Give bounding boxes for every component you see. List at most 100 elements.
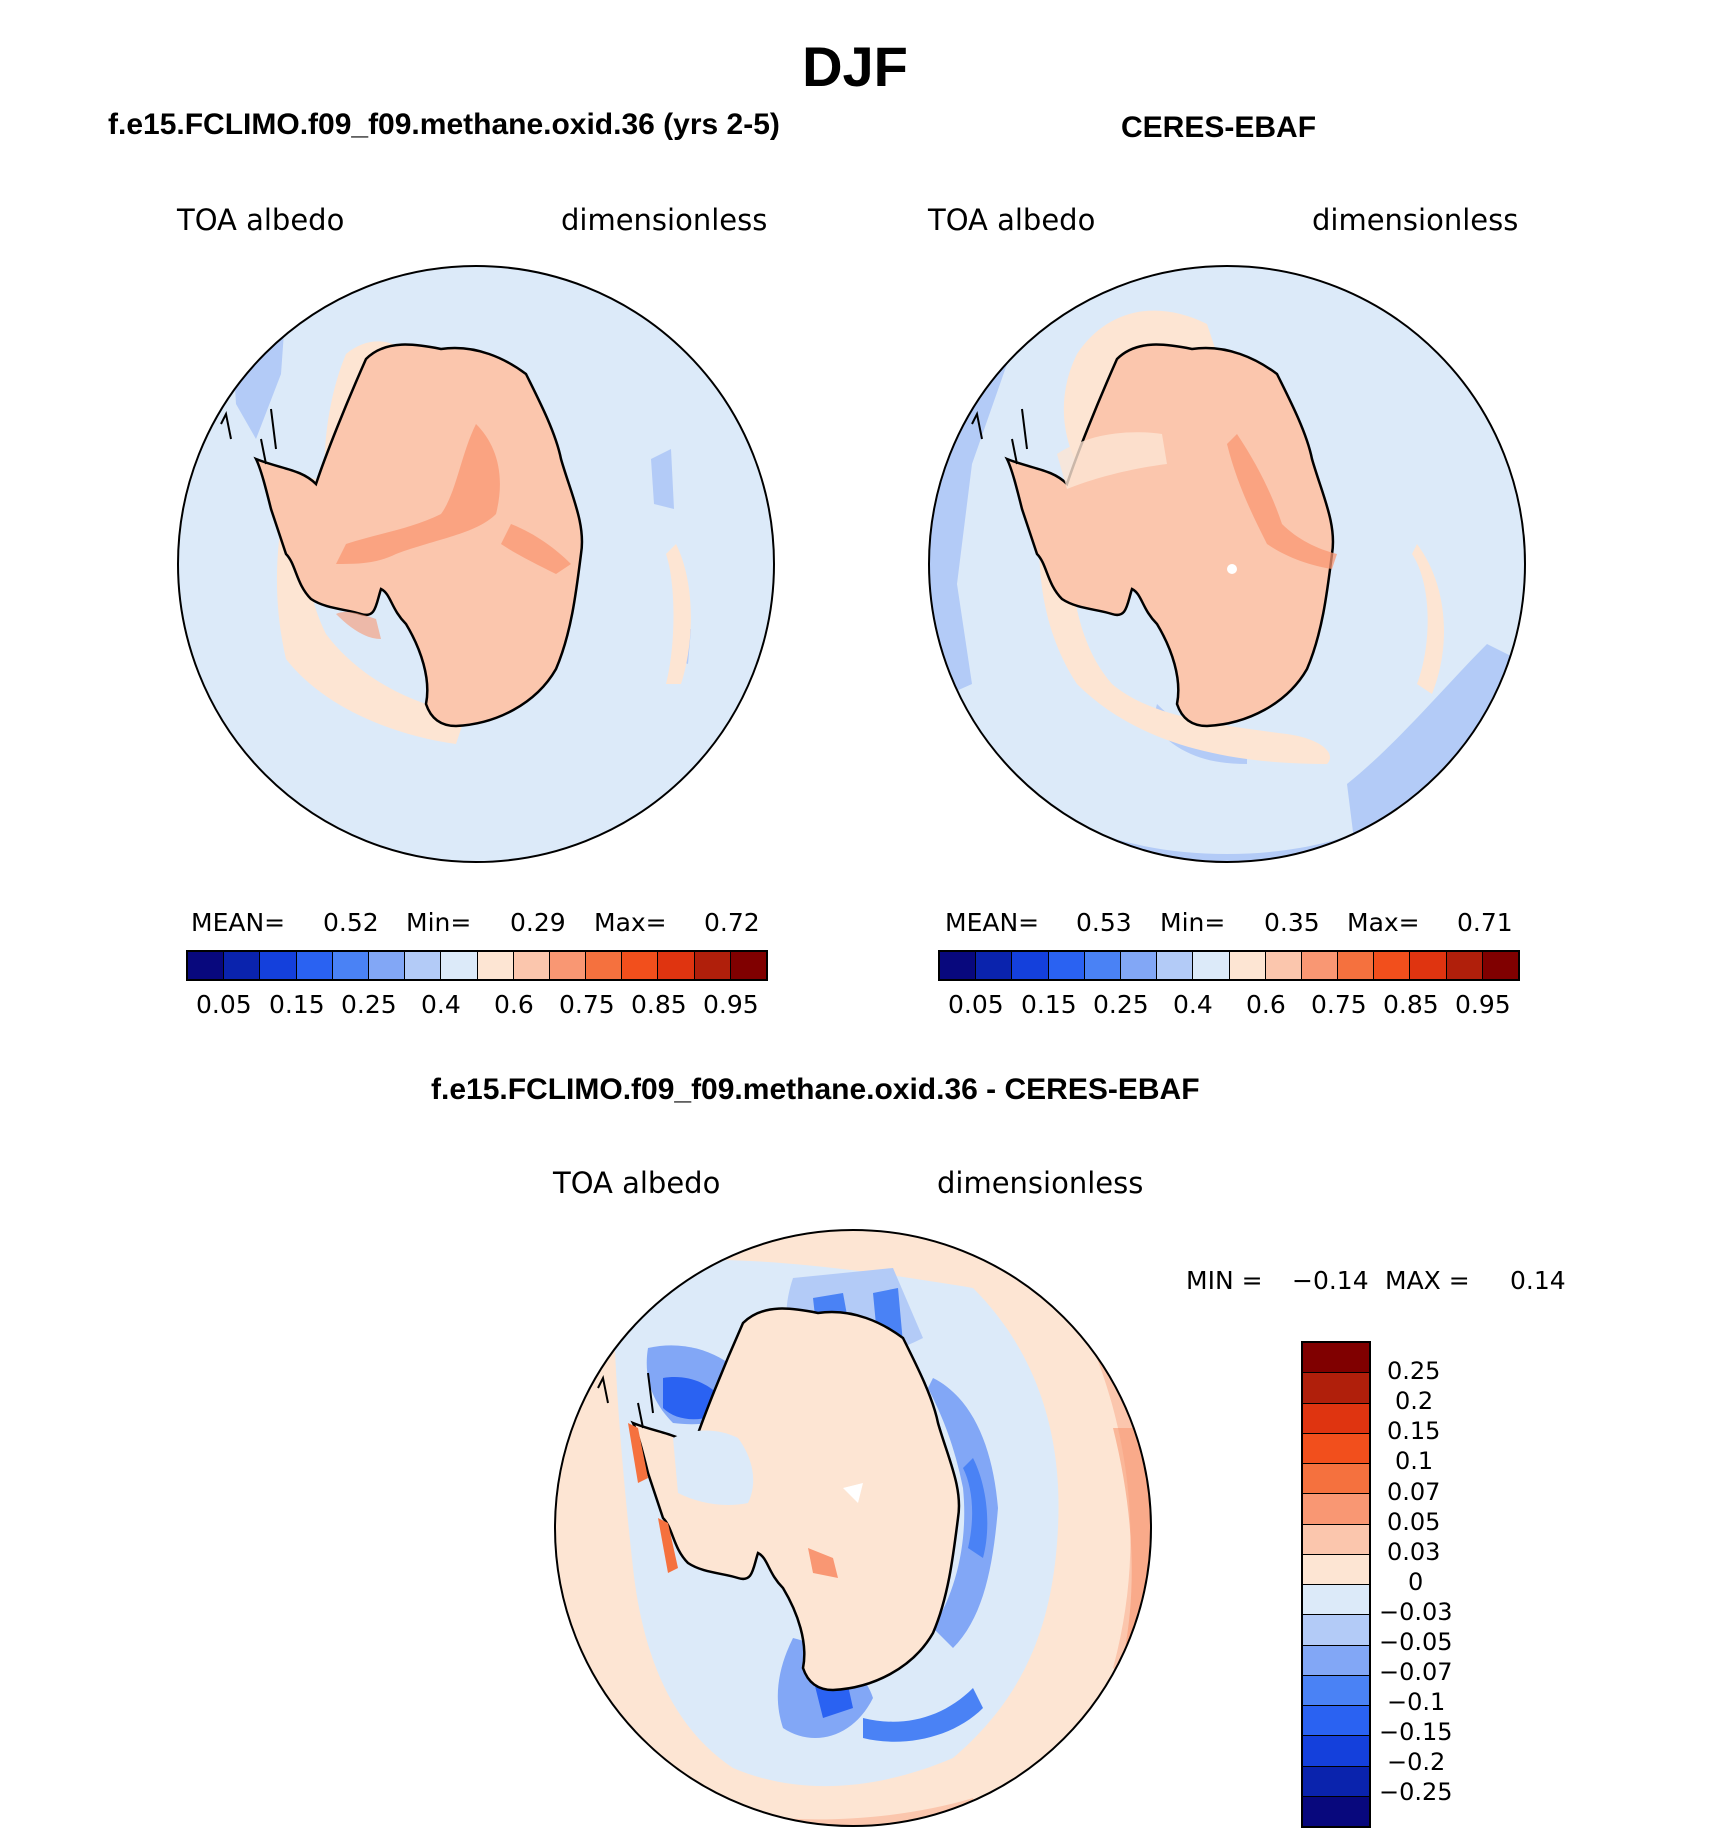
panel1-max: 0.72 <box>704 908 760 937</box>
colorbar-swatch <box>513 952 550 979</box>
colorbar-swatch <box>1303 1706 1369 1737</box>
colorbar-swatch <box>1303 1403 1369 1434</box>
colorbar-tick-label: 0.75 <box>559 990 615 1019</box>
colorbar-tick-label: 0.4 <box>1173 990 1213 1019</box>
colorbar-tick-label: −0.25 <box>1379 1778 1453 1806</box>
panel3-subtitle: f.e15.FCLIMO.f09_f09.methane.oxid.36 - C… <box>431 1073 1200 1106</box>
colorbar-swatch <box>1303 1464 1369 1495</box>
colorbar-swatch <box>1303 1736 1369 1767</box>
colorbar-swatch <box>332 952 369 979</box>
panel2-subtitle: CERES-EBAF <box>1121 111 1317 144</box>
panel1-mean: 0.52 <box>323 908 379 937</box>
colorbar-swatch <box>224 952 261 979</box>
colorbar-swatch <box>1338 952 1375 979</box>
colorbar-tick-label: 0.05 <box>196 990 252 1019</box>
colorbar-swatch <box>549 952 587 979</box>
panel2-max-label: Max= <box>1347 908 1420 937</box>
colorbar-swatch <box>1446 952 1483 979</box>
colorbar-swatch <box>1301 952 1339 979</box>
colorbar-swatch <box>1303 1675 1369 1706</box>
panel3-variable: TOA albedo <box>553 1166 721 1200</box>
colorbar-swatch <box>586 952 623 979</box>
colorbar-tick-label: −0.07 <box>1379 1658 1453 1686</box>
panel2-units: dimensionless <box>1312 203 1519 237</box>
panel1-colorbar <box>186 950 768 981</box>
panel2-min-label: Min= <box>1160 908 1226 937</box>
colorbar-tick-label: 0.03 <box>1387 1538 1441 1566</box>
panel3-map <box>554 1229 1152 1827</box>
colorbar-tick-label: −0.05 <box>1379 1628 1453 1656</box>
panel3-max: 0.14 <box>1510 1266 1566 1295</box>
colorbar-tick-label: 0 <box>1408 1568 1424 1596</box>
panel1-units: dimensionless <box>561 203 768 237</box>
colorbar-swatch <box>1120 952 1158 979</box>
panel1-map <box>177 265 775 863</box>
colorbar-swatch <box>1303 1766 1369 1797</box>
main-title: DJF <box>802 35 908 98</box>
colorbar-swatch <box>694 952 731 979</box>
panel2-max: 0.71 <box>1457 908 1513 937</box>
colorbar-swatch <box>1303 1796 1369 1826</box>
colorbar-tick-label: 0.75 <box>1311 990 1367 1019</box>
colorbar-swatch <box>1012 952 1049 979</box>
colorbar-swatch <box>1048 952 1085 979</box>
colorbar-tick-label: 0.85 <box>631 990 687 1019</box>
colorbar-swatch <box>1410 952 1447 979</box>
colorbar-tick-label: 0.95 <box>1455 990 1511 1019</box>
colorbar-tick-label: 0.05 <box>948 990 1004 1019</box>
colorbar-swatch <box>1303 1343 1369 1374</box>
colorbar-swatch <box>1303 1524 1369 1555</box>
colorbar-tick-label: −0.15 <box>1379 1718 1453 1746</box>
colorbar-tick-label: 0.25 <box>341 990 397 1019</box>
colorbar-swatch <box>296 952 333 979</box>
colorbar-swatch <box>1303 1494 1369 1525</box>
panel3-max-label: MAX = <box>1385 1266 1470 1295</box>
colorbar-swatch <box>405 952 442 979</box>
colorbar-swatch <box>1303 1373 1369 1404</box>
colorbar-swatch <box>441 952 478 979</box>
colorbar-tick-label: 0.4 <box>421 990 461 1019</box>
colorbar-swatch <box>658 952 695 979</box>
colorbar-tick-label: 0.95 <box>703 990 759 1019</box>
colorbar-tick-label: 0.15 <box>1387 1417 1441 1445</box>
panel3-units: dimensionless <box>937 1166 1144 1200</box>
panel3-colorbar <box>1301 1341 1371 1828</box>
colorbar-swatch <box>1303 1645 1369 1676</box>
colorbar-swatch <box>1193 952 1230 979</box>
panel1-subtitle: f.e15.FCLIMO.f09_f09.methane.oxid.36 (yr… <box>108 108 780 141</box>
colorbar-tick-label: 0.6 <box>1246 990 1286 1019</box>
colorbar-swatch <box>1303 1433 1369 1464</box>
panel2-mean-label: MEAN= <box>945 908 1040 937</box>
panel2-variable: TOA albedo <box>928 203 1096 237</box>
panel1-variable: TOA albedo <box>177 203 345 237</box>
panel1-max-label: Max= <box>594 908 667 937</box>
colorbar-swatch <box>1482 952 1518 979</box>
colorbar-tick-label: 0.85 <box>1383 990 1439 1019</box>
panel1-min-label: Min= <box>406 908 472 937</box>
colorbar-swatch <box>1084 952 1121 979</box>
colorbar-tick-label: 0.05 <box>1387 1508 1441 1536</box>
colorbar-tick-label: −0.1 <box>1387 1688 1446 1716</box>
colorbar-swatch <box>188 952 225 979</box>
colorbar-swatch <box>1303 1615 1369 1646</box>
colorbar-swatch <box>260 952 297 979</box>
colorbar-swatch <box>368 952 406 979</box>
panel3-min: −0.14 <box>1292 1266 1369 1295</box>
colorbar-swatch <box>622 952 659 979</box>
panel1-mean-label: MEAN= <box>191 908 286 937</box>
colorbar-tick-label: 0.15 <box>1021 990 1077 1019</box>
colorbar-swatch <box>1303 1585 1369 1616</box>
colorbar-tick-label: −0.03 <box>1379 1598 1453 1626</box>
colorbar-swatch <box>730 952 766 979</box>
colorbar-swatch <box>1303 1554 1369 1585</box>
panel2-map <box>928 265 1526 863</box>
panel1-min: 0.29 <box>510 908 566 937</box>
colorbar-tick-label: 0.15 <box>269 990 325 1019</box>
panel2-mean: 0.53 <box>1076 908 1132 937</box>
colorbar-tick-label: 0.25 <box>1093 990 1149 1019</box>
colorbar-tick-label: 0.6 <box>494 990 534 1019</box>
colorbar-swatch <box>1374 952 1411 979</box>
panel2-min: 0.35 <box>1264 908 1320 937</box>
colorbar-tick-label: 0.07 <box>1387 1478 1441 1506</box>
colorbar-swatch <box>1229 952 1266 979</box>
